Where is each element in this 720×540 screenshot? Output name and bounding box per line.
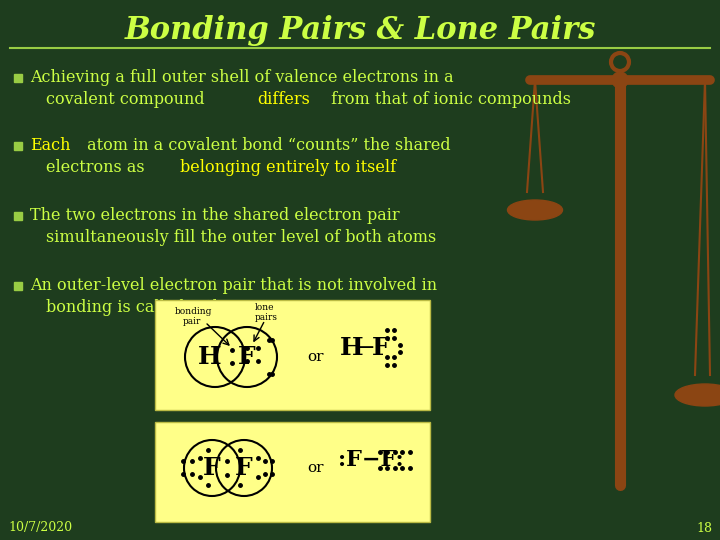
Text: F: F [238, 345, 256, 369]
Text: differs: differs [257, 91, 310, 109]
Bar [14, 282, 22, 290]
Circle shape [612, 72, 628, 88]
Text: −: − [357, 337, 376, 359]
Text: 18: 18 [696, 522, 712, 535]
Text: An outer-level electron pair that is not involved in: An outer-level electron pair that is not… [30, 278, 437, 294]
Text: F: F [235, 456, 253, 480]
Ellipse shape [508, 200, 562, 220]
FancyBboxPatch shape [155, 422, 430, 522]
Text: F: F [203, 456, 221, 480]
Text: covalent compound: covalent compound [46, 91, 210, 109]
Text: Each: Each [30, 138, 71, 154]
Text: pair: pair [183, 318, 202, 327]
Text: bonding: bonding [175, 307, 212, 316]
Text: simultaneously fill the outer level of both atoms: simultaneously fill the outer level of b… [46, 230, 436, 246]
Text: from that of ionic compounds: from that of ionic compounds [325, 91, 570, 109]
Text: :F−F:: :F−F: [338, 449, 404, 471]
Text: Bonding Pairs & Lone Pairs: Bonding Pairs & Lone Pairs [125, 15, 595, 45]
Text: F: F [372, 336, 390, 360]
Text: H: H [340, 336, 364, 360]
Text: electrons as: electrons as [46, 159, 150, 177]
FancyBboxPatch shape [155, 300, 430, 410]
Bar [14, 142, 22, 150]
Text: lone: lone [255, 303, 274, 313]
Text: belonging entirely to itself: belonging entirely to itself [180, 159, 396, 177]
Text: Achieving a full outer shell of valence electrons in a: Achieving a full outer shell of valence … [30, 70, 454, 86]
Bar [14, 212, 22, 220]
Ellipse shape [675, 384, 720, 406]
Text: pairs: pairs [255, 314, 278, 322]
Text: The two electrons in the shared electron pair: The two electrons in the shared electron… [30, 207, 400, 225]
Text: H: H [198, 345, 222, 369]
Text: or: or [307, 350, 323, 364]
Text: atom in a covalent bond “counts” the shared: atom in a covalent bond “counts” the sha… [82, 138, 451, 154]
Text: 10/7/2020: 10/7/2020 [8, 522, 72, 535]
Bar [14, 74, 22, 82]
Text: or: or [307, 461, 323, 475]
Text: bonding is called a “lone pair”: bonding is called a “lone pair” [46, 300, 293, 316]
